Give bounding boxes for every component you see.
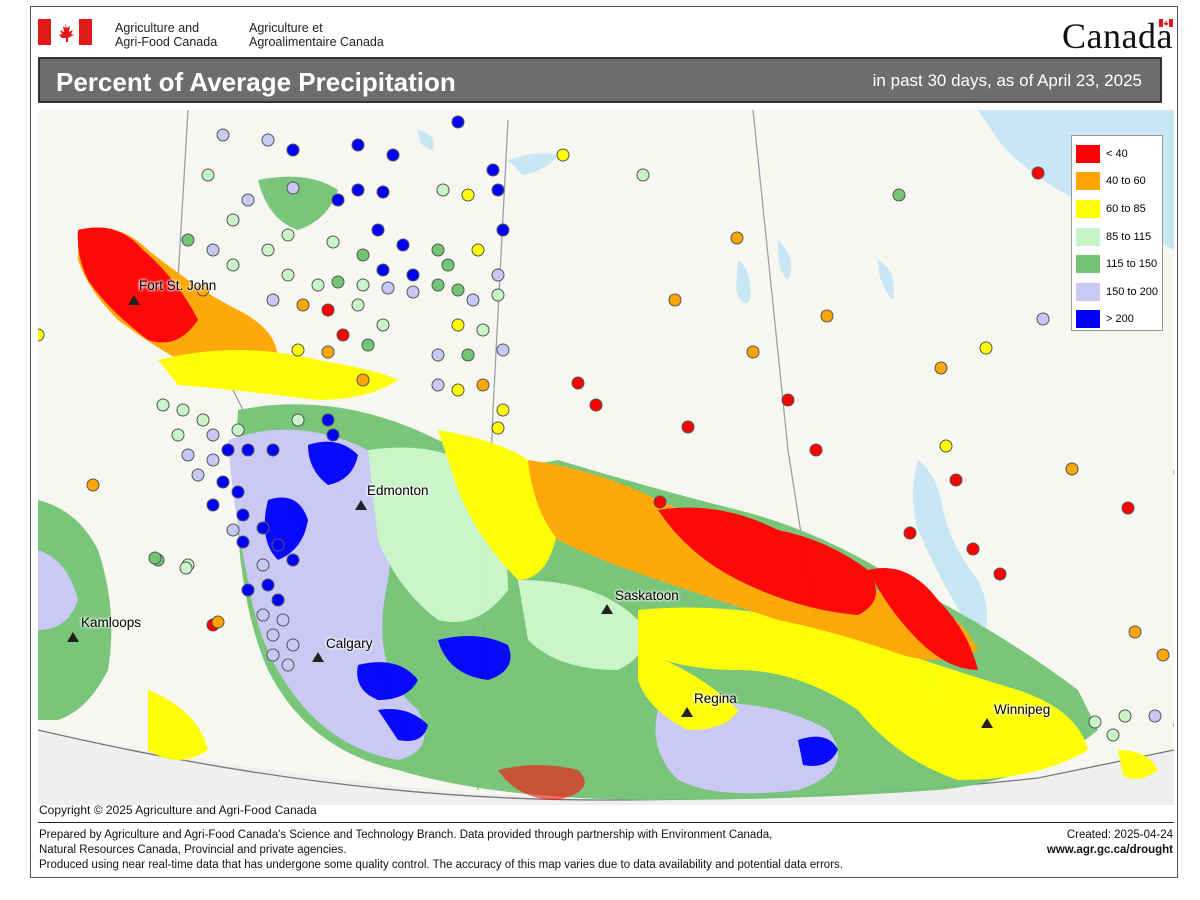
legend-swatch xyxy=(1076,199,1100,218)
city-label-kamloops: Kamloops xyxy=(81,615,142,630)
city-marker-kamloops xyxy=(67,632,79,642)
footer-line: Natural Resources Canada, Provincial and… xyxy=(39,844,347,856)
footer-line: Produced using near real-time data that … xyxy=(39,859,843,871)
legend-item: 40 to 60 xyxy=(1076,168,1158,196)
legend-label: 115 to 150 xyxy=(1106,258,1158,271)
legend-label: < 40 xyxy=(1106,147,1128,160)
city-label-edmonton: Edmonton xyxy=(367,483,429,498)
legend: < 40 40 to 60 60 to 85 85 to 115 115 to … xyxy=(1071,135,1163,331)
legend-swatch xyxy=(1076,282,1100,301)
canada-wordmark: Canada xyxy=(1062,16,1173,56)
city-label-fort-st-john: Fort St. John xyxy=(139,278,217,293)
city-marker-edmonton xyxy=(355,500,367,510)
footer-credits: Prepared by Agriculture and Agri-Food Ca… xyxy=(39,828,843,873)
legend-swatch xyxy=(1076,255,1100,274)
reindeer-lake-water xyxy=(736,260,751,304)
map-canvas xyxy=(38,110,1174,805)
precipitation-field xyxy=(38,176,1158,800)
city-label-calgary: Calgary xyxy=(326,636,373,651)
map-frame: Agriculture and Agri-Food Canada Agricul… xyxy=(30,6,1178,878)
department-name-en: Agriculture and Agri-Food Canada xyxy=(115,21,218,49)
website-link[interactable]: www.agr.gc.ca/drought xyxy=(1046,844,1173,856)
legend-label: 60 to 85 xyxy=(1106,202,1146,215)
title-band: Percent of Average Precipitation in past… xyxy=(38,57,1162,103)
city-marker-fort-st-john xyxy=(128,295,140,305)
city-marker-saskatoon xyxy=(601,604,613,614)
legend-swatch xyxy=(1076,144,1100,163)
canada-flag-icon xyxy=(38,19,92,45)
header: Agriculture and Agri-Food Canada Agricul… xyxy=(31,7,1177,57)
city-label-saskatoon: Saskatoon xyxy=(615,588,679,603)
legend-swatch xyxy=(1076,310,1100,329)
legend-item: 150 to 200 xyxy=(1076,278,1158,306)
city-label-regina: Regina xyxy=(694,691,737,706)
city-marker-winnipeg xyxy=(981,718,993,728)
legend-swatch xyxy=(1076,172,1100,191)
footer-meta: Created: 2025-04-24 www.agr.gc.ca/drough… xyxy=(1047,828,1173,858)
station-points xyxy=(38,115,1174,742)
copyright-notice: Copyright © 2025 Agriculture and Agri-Fo… xyxy=(39,803,317,817)
footer-divider xyxy=(38,822,1174,823)
lake-water xyxy=(418,130,434,150)
footer-line: Prepared by Agriculture and Agri-Food Ca… xyxy=(39,829,773,841)
us-area xyxy=(38,730,1174,805)
legend-item: < 40 xyxy=(1076,140,1158,168)
lake-water xyxy=(777,240,792,280)
city-label-winnipeg: Winnipeg xyxy=(994,702,1051,717)
city-marker-regina xyxy=(681,707,693,717)
city-marker-calgary xyxy=(312,652,324,662)
legend-label: 150 to 200 xyxy=(1106,285,1158,298)
legend-item: 115 to 150 xyxy=(1076,250,1158,278)
created-date: Created: 2025-04-24 xyxy=(1066,829,1173,841)
legend-label: 40 to 60 xyxy=(1106,175,1146,188)
legend-swatch xyxy=(1076,227,1100,246)
lake-athabasca-water xyxy=(508,153,558,175)
lake-water xyxy=(878,260,894,300)
wordmark-flag-icon xyxy=(1159,19,1173,27)
precipitation-map: Fort St. John Edmonton Saskatoon Kamloop… xyxy=(38,110,1174,805)
legend-item: > 200 xyxy=(1076,306,1158,334)
legend-label: 85 to 115 xyxy=(1106,230,1152,243)
legend-item: 85 to 115 xyxy=(1076,223,1158,251)
legend-item: 60 to 85 xyxy=(1076,195,1158,223)
map-subtitle: in past 30 days, as of April 23, 2025 xyxy=(872,71,1142,90)
map-title: Percent of Average Precipitation xyxy=(56,67,456,97)
lake-winnipeg-water xyxy=(913,460,987,640)
legend-label: > 200 xyxy=(1106,313,1134,326)
department-name-fr: Agriculture et Agroalimentaire Canada xyxy=(249,21,384,49)
